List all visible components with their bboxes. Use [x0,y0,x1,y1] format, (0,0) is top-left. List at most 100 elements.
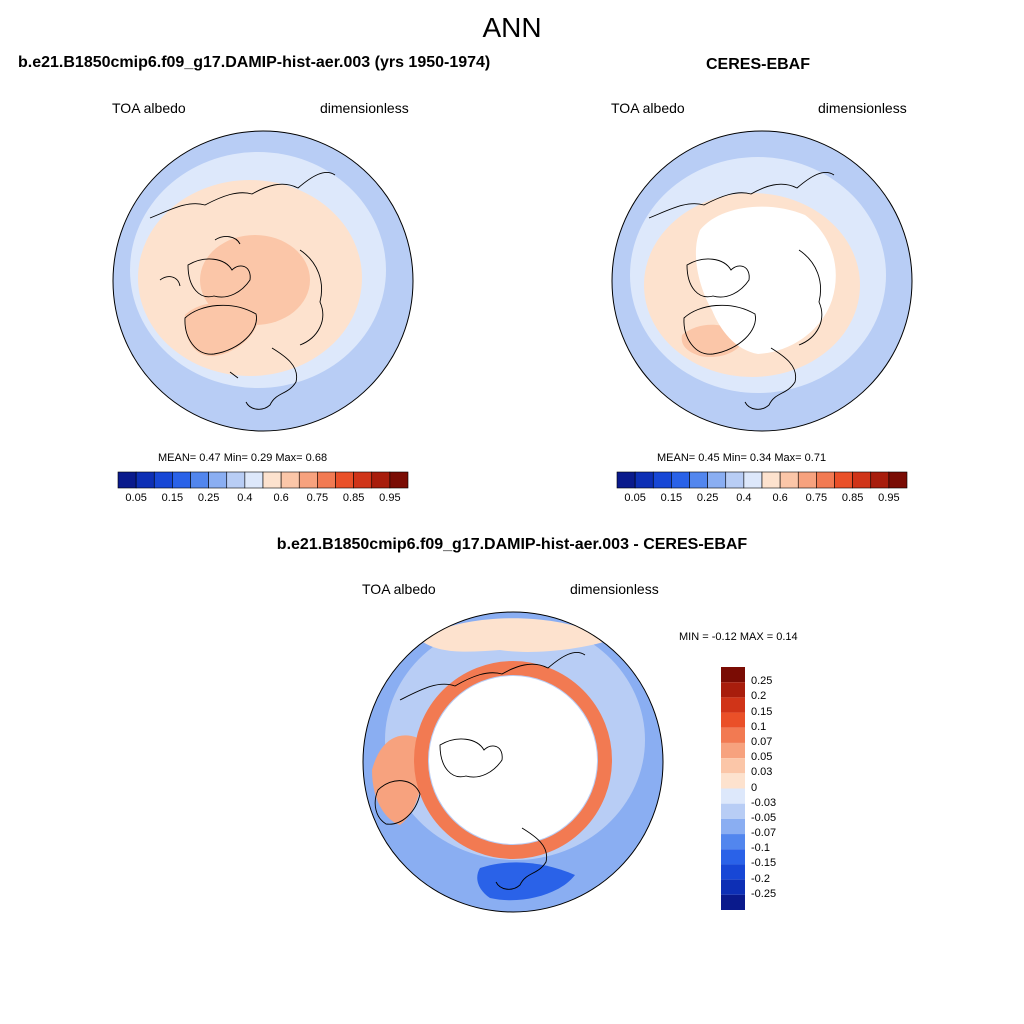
panel1-colorbar-swatch [135,471,155,489]
panel2-colorbar-swatch [616,471,636,489]
panel2-colorbar-swatch [743,471,763,489]
panel3-colorbar-swatch [721,864,745,880]
panel2-colorbar-tick-label: 0.15 [660,492,683,504]
panel1-colorbar-swatch [153,471,173,489]
panel3-colorbar-swatch [721,712,745,728]
panel3-map-boundary [362,611,664,913]
panel3-ice-edge-ring [414,661,612,859]
panel1-colorbar-swatch [335,471,354,489]
panel3-colorbar-tick-label: -0.2 [751,872,770,885]
panel1-colorbar-swatch [280,471,300,489]
panel3-colorbar-swatch [721,682,745,698]
panel2-colorbar-swatch [816,471,835,489]
panel1-stats: MEAN= 0.47 Min= 0.29 Max= 0.68 [158,452,328,464]
panel3-missing-region [429,676,597,844]
panel3-colorbar-tick-label: 0.15 [751,705,773,718]
panel2-colorbar-swatch [725,471,745,489]
panel3-colorbar-tick-label: 0.03 [751,766,773,779]
panel3-pos-west [372,735,423,825]
panel2-coastlines [648,171,835,410]
panel1-colorbar-swatch [244,471,264,489]
panel1-colorbar-tick-label: 0.05 [125,492,147,504]
panel3-colorbar-swatch [721,788,745,804]
panel2-map-boundary [611,130,913,432]
panel3-colorbar-swatch [721,742,745,759]
panel3-colorbar-swatch [721,803,745,819]
panel1-variable-label: TOA albedo [112,100,186,116]
panel1-colorbar-swatch [190,471,209,489]
panel1-greenland [184,302,259,357]
panel2-colorbar-swatch [852,471,872,489]
panel1-colorbar-tick-label: 0.4 [237,492,253,504]
panel2-colorbar-swatch [834,471,853,489]
panel2-stats: MEAN= 0.45 Min= 0.34 Max= 0.71 [657,452,827,464]
panel1-colorbar-swatch [172,471,191,489]
panel3-variable-label: TOA albedo [362,581,436,597]
panel1-colorbar-swatch [389,471,409,489]
panel3-units-label: dimensionless [570,581,659,597]
panel3-colorbar-tick-label: -0.25 [751,887,777,900]
panel3-map [362,611,664,913]
panel3-colorbar-tick-label: 0.1 [751,720,767,733]
panel2-colorbar-tick-label: 0.4 [736,492,752,504]
panel1-title: b.e21.B1850cmip6.f09_g17.DAMIP-hist-aer.… [18,54,491,71]
panel3-pos-north [420,618,610,652]
panel1-colorbar [117,471,409,489]
panel1-units-label: dimensionless [320,100,409,116]
panel3-colorbar-swatch [721,727,745,743]
panel1-map [112,130,414,432]
panel3-colorbar-swatch [721,773,745,789]
panel2-colorbar-swatch [888,471,908,489]
panel1-colorbar-tick-label: 0.75 [306,492,329,504]
panel2-colorbar-tick-label: 0.05 [624,492,646,504]
panel3-neg-south [477,862,575,901]
panel2-colorbar-swatch [652,471,672,489]
panel1-colorbar-swatch [317,471,336,489]
panel3-colorbar-swatch [721,894,745,910]
panel1-colorbar-tick-label: 0.25 [197,492,220,504]
panel1-colorbar-swatch [353,471,373,489]
panel1-colorbar-tick-label: 0.6 [273,492,289,504]
panel3-colorbar-swatch [721,834,745,850]
panel1-colorbar-swatch [298,471,318,489]
panel3-colorbar-tick-label: 0 [751,781,758,794]
panel1-colorbar-swatch [117,471,137,489]
panel1-colorbar-swatch [208,471,228,489]
panel2-colorbar-tick-label: 0.95 [878,492,900,504]
panel2-colorbar-swatch [634,471,654,489]
panel2-colorbar-swatch [761,471,781,489]
panel3-title: b.e21.B1850cmip6.f09_g17.DAMIP-hist-aer.… [276,536,748,553]
panel1-colorbar-swatch [262,471,282,489]
panel2-colorbar-swatch [797,471,817,489]
panel1-colorbar-swatch [226,471,246,489]
panel2-colorbar-tick-label: 0.75 [805,492,828,504]
panel3-colorbar-swatch [721,818,745,835]
panel2-map [611,130,913,432]
panel2-colorbar-tick-label: 0.6 [772,492,788,504]
panel3-colorbar-tick-label: 0.2 [751,690,767,703]
panel2-colorbar-swatch [779,471,799,489]
panel1-polar-cap [200,235,310,325]
panel3-colorbar-tick-label: -0.1 [751,842,770,855]
panel3-stats: MIN = -0.12 MAX = 0.14 [679,631,798,643]
panel2-units-label: dimensionless [818,100,907,116]
panel1-colorbar-tick-label: 0.15 [161,492,184,504]
panel3-colorbar-tick-label: -0.03 [751,796,777,809]
panel3-colorbar-swatch [721,849,745,865]
panel3-colorbar [721,667,745,910]
panel3-colorbar-tick-label: -0.05 [751,811,777,824]
panel2-colorbar-swatch [671,471,690,489]
panel1-map-boundary [112,130,414,432]
panel2-colorbar-tick-label: 0.25 [696,492,719,504]
panel3-colorbar-swatch [721,667,745,683]
panel3-colorbar-tick-label: -0.07 [751,827,777,840]
panel1-colorbar-tick-label: 0.95 [379,492,401,504]
panel2-colorbar-swatch [689,471,708,489]
panel1-coastlines [149,171,336,410]
panel1-colorbar-tick-label: 0.85 [342,492,365,504]
panel3-colorbar-swatch [721,758,745,774]
panel2-variable-label: TOA albedo [611,100,685,116]
panel2-colorbar [616,471,908,489]
